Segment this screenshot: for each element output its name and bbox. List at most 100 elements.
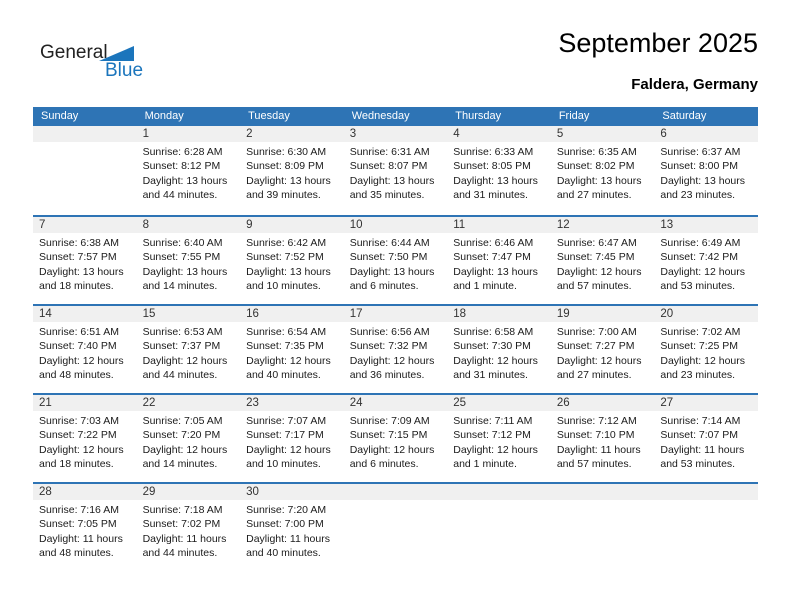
day-cell-23: 23 Sunrise: 7:07 AM Sunset: 7:17 PM Dayligh… xyxy=(240,395,344,482)
day-details: Sunrise: 7:18 AM Sunset: 7:02 PM Daylight:… xyxy=(137,500,241,561)
daylight-text: Daylight: 12 hours and 36 minutes. xyxy=(349,354,435,382)
sunset-text: Sunset: 7:25 PM xyxy=(660,340,739,353)
daylight-text: Daylight: 11 hours and 44 minutes. xyxy=(142,532,227,560)
daylight-text: Daylight: 11 hours and 48 minutes. xyxy=(39,532,123,560)
daylight-text: Daylight: 12 hours and 57 minutes. xyxy=(556,265,642,293)
day-number-band xyxy=(654,484,758,500)
day-details: Sunrise: 6:40 AM Sunset: 7:55 PM Daylight:… xyxy=(137,233,241,294)
sunset-text: Sunset: 7:00 PM xyxy=(246,518,324,531)
daylight-text: Daylight: 13 hours and 10 minutes. xyxy=(246,265,331,293)
day-number-band: 2 xyxy=(240,126,344,142)
sunset-text: Sunset: 7:20 PM xyxy=(142,429,221,442)
day-cell-14: 14 Sunrise: 6:51 AM Sunset: 7:40 PM Dayligh… xyxy=(33,306,137,393)
sunset-text: Sunset: 8:00 PM xyxy=(660,160,739,173)
sunrise-text: Sunrise: 6:37 AM xyxy=(660,146,741,158)
day-cell-12: 12 Sunrise: 6:47 AM Sunset: 7:45 PM Dayligh… xyxy=(550,217,655,304)
sunrise-text: Sunrise: 7:18 AM xyxy=(142,504,223,516)
weekday-header-wednesday: Wednesday xyxy=(351,110,410,122)
day-cell-13: 13 Sunrise: 6:49 AM Sunset: 7:42 PM Dayligh… xyxy=(654,217,758,304)
daylight-text: Daylight: 12 hours and 31 minutes. xyxy=(453,354,538,382)
daylight-text: Daylight: 13 hours and 14 minutes. xyxy=(142,265,228,293)
sunrise-text: Sunrise: 7:14 AM xyxy=(660,415,741,427)
daylight-text: Daylight: 11 hours and 40 minutes. xyxy=(246,532,330,560)
general-blue-logo: General Blue xyxy=(33,40,163,85)
sunset-text: Sunset: 7:42 PM xyxy=(660,251,739,264)
day-details: Sunrise: 6:33 AM Sunset: 8:05 PM Daylight:… xyxy=(447,142,551,203)
day-number-band: 7 xyxy=(33,217,137,233)
daylight-text: Daylight: 12 hours and 48 minutes. xyxy=(39,354,124,382)
day-number-band: 20 xyxy=(654,306,758,322)
day-cell-15: 15 Sunrise: 6:53 AM Sunset: 7:37 PM Dayligh… xyxy=(136,306,241,393)
day-number-band: 6 xyxy=(654,126,758,142)
day-cell-9: 9 Sunrise: 6:42 AM Sunset: 7:52 PM Daylight… xyxy=(240,217,344,304)
day-number-band xyxy=(343,484,448,500)
day-cell-4: 4 Sunrise: 6:33 AM Sunset: 8:05 PM Daylight… xyxy=(447,126,551,215)
logo-text-blue: Blue xyxy=(105,60,144,81)
daylight-text: Daylight: 13 hours and 6 minutes. xyxy=(349,265,435,293)
daylight-text: Daylight: 12 hours and 53 minutes. xyxy=(660,265,746,293)
sunset-text: Sunset: 7:35 PM xyxy=(246,340,324,353)
sunset-text: Sunset: 7:50 PM xyxy=(349,251,428,264)
sunset-text: Sunset: 8:09 PM xyxy=(246,160,324,173)
sunrise-text: Sunrise: 7:09 AM xyxy=(349,415,430,427)
sunrise-text: Sunrise: 6:49 AM xyxy=(660,237,741,249)
day-cell-28: 28 Sunrise: 7:16 AM Sunset: 7:05 PM Dayligh… xyxy=(33,484,137,571)
location-subtitle: Faldera, Germany xyxy=(631,76,758,93)
sunset-text: Sunset: 7:37 PM xyxy=(142,340,221,353)
day-details: Sunrise: 6:49 AM Sunset: 7:42 PM Daylight:… xyxy=(654,233,758,294)
weekday-header-monday: Monday xyxy=(144,110,184,122)
daylight-text: Daylight: 13 hours and 1 minute. xyxy=(453,265,538,293)
day-number-band: 29 xyxy=(136,484,241,500)
sunrise-text: Sunrise: 7:07 AM xyxy=(246,415,327,427)
daylight-text: Daylight: 12 hours and 40 minutes. xyxy=(246,354,331,382)
week-row: 1 Sunrise: 6:28 AM Sunset: 8:12 PM Daylight… xyxy=(33,126,758,215)
daylight-text: Daylight: 12 hours and 27 minutes. xyxy=(556,354,642,382)
sunset-text: Sunset: 7:22 PM xyxy=(39,429,117,442)
sunrise-text: Sunrise: 6:46 AM xyxy=(453,237,534,249)
sunrise-text: Sunrise: 6:33 AM xyxy=(453,146,534,158)
day-cell-22: 22 Sunrise: 7:05 AM Sunset: 7:20 PM Dayligh… xyxy=(136,395,241,482)
daylight-text: Daylight: 12 hours and 14 minutes. xyxy=(142,443,228,471)
sunset-text: Sunset: 7:55 PM xyxy=(142,251,221,264)
day-cell-2: 2 Sunrise: 6:30 AM Sunset: 8:09 PM Daylight… xyxy=(240,126,344,215)
weekday-header-row: Sunday Monday Tuesday Wednesday Thursday Frid… xyxy=(33,107,758,126)
day-number-band: 11 xyxy=(447,217,551,233)
day-details: Sunrise: 7:03 AM Sunset: 7:22 PM Daylight:… xyxy=(33,411,137,472)
day-cell-3: 3 Sunrise: 6:31 AM Sunset: 8:07 PM Daylight… xyxy=(343,126,448,215)
weekday-header-friday: Friday xyxy=(558,110,590,122)
daylight-text: Daylight: 13 hours and 39 minutes. xyxy=(246,174,331,202)
day-number-band: 22 xyxy=(136,395,241,411)
day-details: Sunrise: 6:53 AM Sunset: 7:37 PM Daylight:… xyxy=(137,322,241,383)
day-details: Sunrise: 6:28 AM Sunset: 8:12 PM Daylight:… xyxy=(137,142,241,203)
day-number-band: 12 xyxy=(550,217,655,233)
week-row: 21 Sunrise: 7:03 AM Sunset: 7:22 PM Dayligh… xyxy=(33,393,758,482)
sunrise-text: Sunrise: 7:05 AM xyxy=(142,415,223,427)
day-details: Sunrise: 7:05 AM Sunset: 7:20 PM Daylight:… xyxy=(137,411,241,472)
day-details: Sunrise: 6:31 AM Sunset: 8:07 PM Daylight:… xyxy=(344,142,448,203)
sunset-text: Sunset: 7:02 PM xyxy=(142,518,221,531)
day-cell-18: 18 Sunrise: 6:58 AM Sunset: 7:30 PM Dayligh… xyxy=(447,306,551,393)
day-details: Sunrise: 6:51 AM Sunset: 7:40 PM Daylight:… xyxy=(33,322,137,383)
day-number-band: 17 xyxy=(343,306,448,322)
calendar-grid: Sunday Monday Tuesday Wednesday Thursday Frid… xyxy=(33,107,758,571)
weekday-header-saturday: Saturday xyxy=(662,110,707,122)
day-number-band xyxy=(550,484,655,500)
sunset-text: Sunset: 7:45 PM xyxy=(556,251,635,264)
weekday-header-sunday: Sunday xyxy=(41,110,79,122)
day-details: Sunrise: 7:07 AM Sunset: 7:17 PM Daylight:… xyxy=(240,411,344,472)
sunrise-text: Sunrise: 7:12 AM xyxy=(556,415,637,427)
day-number-band: 5 xyxy=(550,126,655,142)
day-cell-empty xyxy=(447,484,551,571)
day-number-band: 15 xyxy=(136,306,241,322)
day-number-band: 3 xyxy=(343,126,448,142)
sunrise-text: Sunrise: 6:42 AM xyxy=(246,237,327,249)
daylight-text: Daylight: 12 hours and 6 minutes. xyxy=(349,443,435,471)
day-number-band: 30 xyxy=(240,484,344,500)
sunrise-text: Sunrise: 7:11 AM xyxy=(453,415,533,427)
day-details: Sunrise: 6:44 AM Sunset: 7:50 PM Daylight:… xyxy=(344,233,448,294)
daylight-text: Daylight: 12 hours and 1 minute. xyxy=(453,443,538,471)
day-cell-29: 29 Sunrise: 7:18 AM Sunset: 7:02 PM Dayligh… xyxy=(136,484,241,571)
day-cell-16: 16 Sunrise: 6:54 AM Sunset: 7:35 PM Dayligh… xyxy=(240,306,344,393)
sunrise-text: Sunrise: 6:30 AM xyxy=(246,146,327,158)
